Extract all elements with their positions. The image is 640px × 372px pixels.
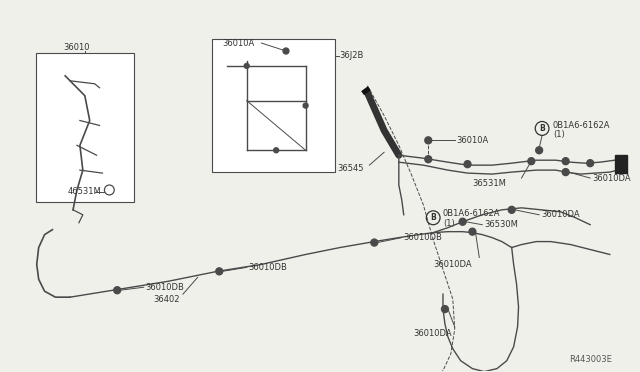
Text: 36010DB: 36010DB — [404, 233, 443, 242]
Text: (1): (1) — [443, 219, 455, 228]
Text: 0B1A6-6162A: 0B1A6-6162A — [553, 121, 611, 130]
Bar — [212, 39, 335, 172]
Text: 46531M: 46531M — [68, 187, 102, 196]
Text: 36J2B: 36J2B — [339, 51, 364, 61]
Circle shape — [303, 103, 308, 108]
Circle shape — [371, 239, 378, 246]
Circle shape — [425, 137, 432, 144]
Circle shape — [274, 148, 278, 153]
Polygon shape — [614, 155, 627, 173]
Circle shape — [528, 158, 535, 165]
Text: 36545: 36545 — [337, 164, 364, 173]
Circle shape — [508, 206, 515, 213]
Circle shape — [536, 147, 543, 154]
Text: 36530M: 36530M — [484, 220, 518, 229]
Text: B: B — [540, 124, 545, 133]
Circle shape — [216, 268, 223, 275]
Text: 36010DA: 36010DA — [541, 210, 580, 219]
Circle shape — [464, 161, 471, 168]
Circle shape — [283, 48, 289, 54]
Circle shape — [442, 306, 449, 312]
Text: 36531M: 36531M — [472, 179, 506, 187]
Text: 36010DB: 36010DB — [249, 263, 287, 272]
Text: 36010DB: 36010DB — [146, 283, 184, 292]
Text: 36010: 36010 — [63, 42, 90, 52]
Circle shape — [469, 228, 476, 235]
Circle shape — [244, 63, 249, 68]
Circle shape — [562, 169, 569, 176]
Text: 36010DA: 36010DA — [592, 174, 631, 183]
Text: 0B1A6-6162A: 0B1A6-6162A — [443, 209, 500, 218]
Text: 36010A: 36010A — [457, 136, 489, 145]
Text: B: B — [430, 213, 436, 222]
Text: 36010DA: 36010DA — [413, 329, 452, 339]
Text: 36010A: 36010A — [222, 39, 255, 48]
Circle shape — [114, 287, 120, 294]
Text: R443003E: R443003E — [569, 355, 612, 364]
Circle shape — [459, 218, 466, 225]
Bar — [36, 53, 134, 202]
Text: 36010DA: 36010DA — [433, 260, 472, 269]
Text: (1): (1) — [553, 130, 564, 139]
Circle shape — [425, 156, 432, 163]
Circle shape — [562, 158, 569, 165]
Circle shape — [587, 160, 594, 167]
Text: 36402: 36402 — [154, 295, 180, 304]
